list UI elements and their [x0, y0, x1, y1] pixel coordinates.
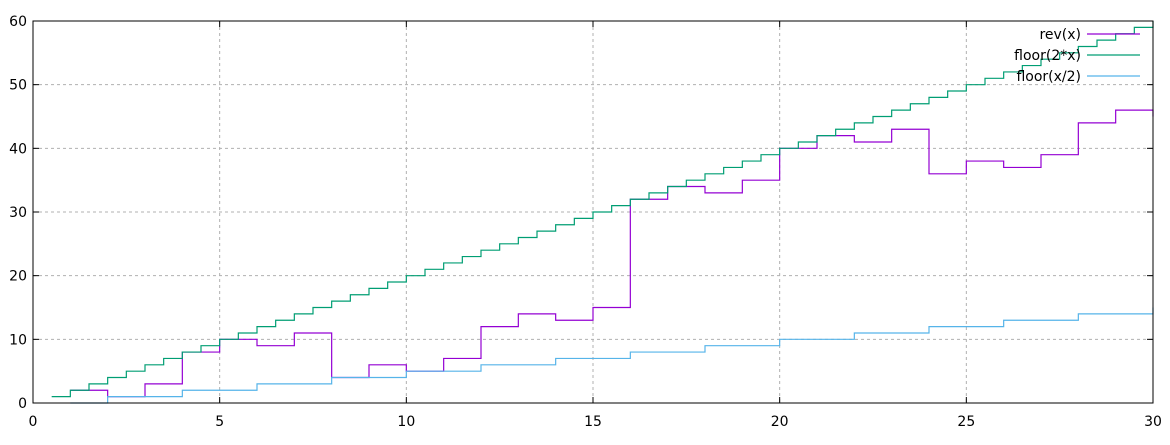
- series-line-2: [51, 21, 1154, 398]
- y-tick-label: 60: [9, 14, 27, 30]
- x-tick-label: 15: [584, 414, 602, 430]
- tick-marks: [32, 20, 1154, 404]
- x-tick-label: 30: [1144, 414, 1162, 430]
- legend-label-3: floor(x/2): [1016, 69, 1081, 85]
- y-tick-label: 30: [9, 205, 27, 221]
- y-tick-label: 40: [9, 141, 27, 157]
- legend-label-1: rev(x): [1039, 27, 1081, 43]
- x-tick-label: 0: [29, 414, 38, 430]
- x-tick-label: 10: [397, 414, 415, 430]
- series-line-1: [70, 109, 1154, 398]
- legend-label-2: floor(2*x): [1014, 48, 1081, 64]
- legend: rev(x) floor(2*x) floor(x/2): [1014, 27, 1140, 85]
- plot-lines: [51, 21, 1154, 404]
- y-tick-label: 50: [9, 78, 27, 94]
- y-tick-label: 20: [9, 269, 27, 285]
- x-tick-label: 25: [957, 414, 975, 430]
- x-tick-label: 5: [215, 414, 224, 430]
- x-tick-label: 20: [771, 414, 789, 430]
- series-line-3: [70, 307, 1154, 404]
- y-tick-label: 0: [18, 396, 27, 412]
- y-tick-label: 10: [9, 332, 27, 348]
- tick-labels: 0 5 10 15 20 25 30 0 10 20 30 40 50 60: [9, 14, 1162, 430]
